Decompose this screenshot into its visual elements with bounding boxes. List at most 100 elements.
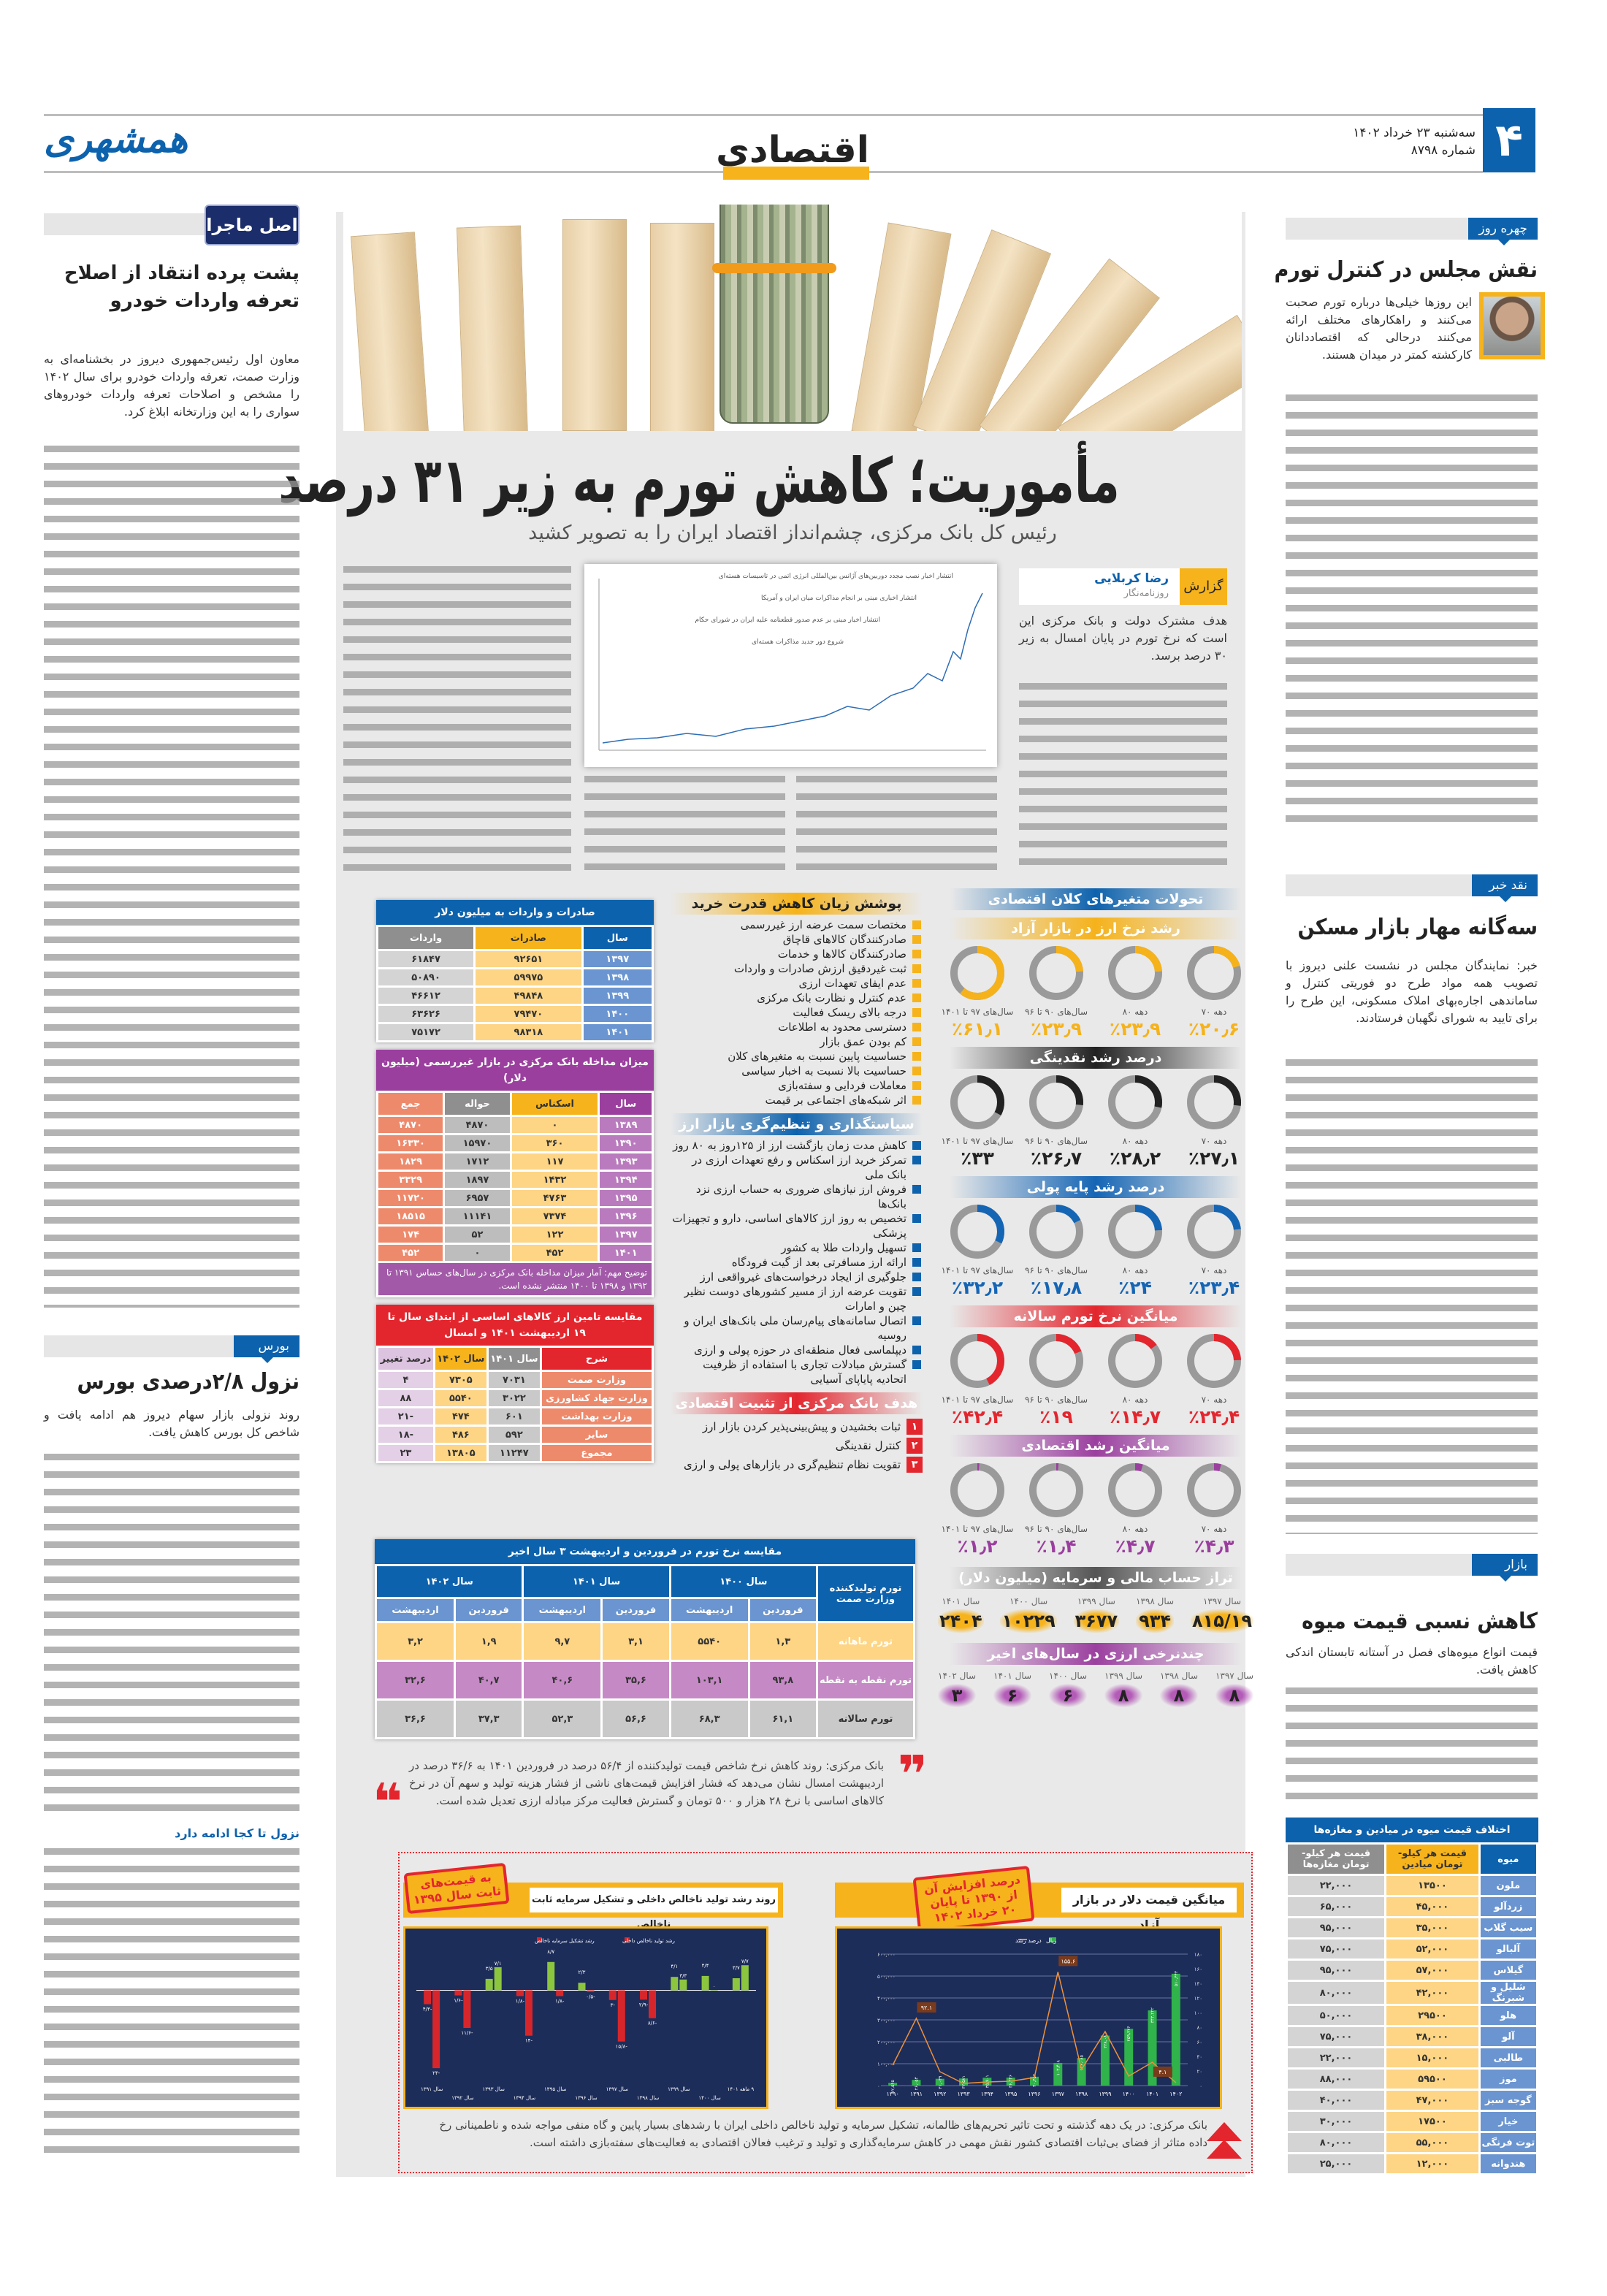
basic-goods-table-card: مقایسه تامین ارز کالاهای اساسی از ابتدای… (376, 1305, 654, 1463)
table-cell: ۳۵,۰۰۰ (1386, 1918, 1478, 1937)
bar-value-label: -۴/۳ (423, 2007, 432, 2013)
year-label: سال ۱۳۹۸ (1136, 1596, 1175, 1606)
table-row: تورم سالانه ۶۱,۱ ۶۸,۳ ۵۶,۶ ۵۲,۳ ۳۷,۳ ۳۶,۶ (377, 1701, 913, 1737)
donut-period-label: سال‌های ۹۰ تا ۹۶ (1024, 1136, 1088, 1146)
donut-track (950, 1463, 1004, 1517)
article-text-stock (44, 1848, 299, 2162)
donut-row: دهه ۷۰ ٪۲۷٫۱ دهه ۸۰ ٪۲۸٫۲ سال‌های ۹۰ تا ۹۶ ٪۲… (935, 1073, 1256, 1169)
fruit-table-card: اختلاف قیمت میوه در میادین و مغازه‌ها می… (1286, 1818, 1538, 2175)
newspaper-logo[interactable]: همشهری (44, 118, 189, 161)
table-cell: ۴۰,۷ (456, 1662, 522, 1698)
section-tab-stock: بورس (44, 1335, 299, 1363)
intervention-table-title: میزان مداخله بانک مرکزی در بازار غیررسمی… (376, 1050, 654, 1091)
bar-value-label: -۰/۵ (586, 1994, 595, 2000)
y-tick-label: ۴۰۰,۰۰۰ (877, 1996, 896, 2002)
donut-period-label: سال‌های ۹۷ تا ۱۴۰۱ (941, 1007, 1014, 1017)
table-header-cell: سال (600, 1093, 652, 1115)
table-cell: ۴۸۷۰ (445, 1117, 510, 1133)
table-header-row: تورم تولیدکننده وزارت صمت سال ۱۴۰۰ سال ۱۴۰… (377, 1566, 913, 1621)
table-cell: ۱۱۲۴۷ (488, 1445, 540, 1461)
bar-dollar-price (1171, 1973, 1180, 2086)
table-row: گوجه سبز ۴۷,۰۰۰ ۴۰,۰۰۰ (1288, 2091, 1536, 2110)
table-row: ۱۳۹۳ ۱۱۷ ۱۷۱۲ ۱۸۲۹ (378, 1153, 652, 1170)
table-cell: توت فرنگی (1480, 2133, 1536, 2152)
table-cell: ۷۳۰۵ (435, 1372, 486, 1388)
main-headline: مأموریت؛ کاهش تورم به زیر ۳۱ درصد (278, 445, 1120, 516)
bar-value-label: ۴۰,۴۵۲ (1032, 2074, 1037, 2087)
legend-label: درصد رشد (1015, 1937, 1042, 1944)
donut-value: ٪۱۷٫۸ (1030, 1277, 1083, 1298)
table-cell: ۱۷۵۰۰ (1386, 2112, 1478, 2131)
donut-item: دهه ۸۰ ٪۲۳٫۹ (1099, 944, 1172, 1040)
donut-fill (1029, 1075, 1083, 1129)
table-cell: ۱۳۹۶ (600, 1208, 652, 1224)
table-cell: ۱۳۸۹ (600, 1117, 652, 1133)
donut-period-label: سال‌های ۹۷ تا ۱۴۰۱ (941, 1136, 1014, 1146)
month-header-row: فروردین اردیبهشت فروردین اردیبهشت فروردین ارد… (377, 1599, 913, 1621)
month-header-cell: اردیبهشت (377, 1599, 454, 1621)
issue-number: شماره ۸۷۹۸ (1411, 143, 1476, 158)
bar-dollar-price (1077, 2058, 1086, 2086)
table-row: هندوانه ۱۲,۰۰۰ ۲۵,۰۰۰ (1288, 2154, 1536, 2173)
inflation-table-title: مقایسه نرخ تورم در فروردین و اردیبهشت ۳ … (375, 1539, 915, 1564)
table-cell: ۵۶,۶ (603, 1701, 669, 1737)
main-article-text (584, 776, 785, 871)
list-item: کم بودن عمق بازار (671, 1034, 923, 1049)
x-tick-label: سال ۱۳۹۳ (483, 2086, 505, 2092)
table-cell: ۰ (511, 1117, 598, 1133)
article-title-housing: سه‌گانه مهار بازار مسکن (1297, 915, 1538, 940)
author-role: روزنامه‌نگار (1123, 588, 1169, 599)
x-tick-label: ۱۳۹۴ (981, 2091, 993, 2097)
table-cell: مجموع (541, 1445, 652, 1461)
table-cell: -۲۱ (378, 1408, 433, 1424)
y-tick-label: ۳۰۰,۰۰۰ (877, 2018, 896, 2024)
article-text-fruit (1286, 1687, 1538, 1808)
byline: گزارش رضا کربلایی روزنامه‌نگار (1019, 568, 1227, 605)
donut-chart (1029, 1205, 1083, 1259)
bar-value-label: -۸/۶ (648, 2021, 657, 2026)
bar-dollar-price (935, 2078, 944, 2086)
balance-item: سال ۱۳۹۸ ۹۳۴ (1136, 1596, 1175, 1633)
bar-capital-formation (710, 1990, 718, 1991)
table-cell: آلو (1480, 2027, 1536, 2046)
year-label: سال ۱۴۰۰ (1009, 1596, 1048, 1606)
table-row: ۱۳۹۹ ۴۹۸۴۸ ۴۶۶۱۲ (378, 988, 652, 1004)
table-cell: ۱۷۴ (378, 1227, 443, 1243)
table-header-row: سال صادرات واردات (378, 927, 652, 949)
month-header-cell: فروردین (749, 1599, 816, 1621)
donut-fill (950, 1334, 1004, 1388)
table-cell: آلبالو (1480, 1940, 1536, 1959)
multirate-header: چندنرخی ارزی در سال‌های اخیر (950, 1643, 1242, 1665)
goal-item: ۱ ثبات بخشیدن و پیش‌بینی‌پذیر کردن بازار … (671, 1417, 923, 1436)
table-header-cell: حواله (445, 1093, 510, 1115)
table-cell: ۶۵,۰۰۰ (1288, 1897, 1385, 1916)
list-item: ثبت غیردقیق ارزش صادرات و واردات (671, 961, 923, 976)
goal-number: ۳ (906, 1457, 923, 1473)
list-item: تمرکز خرید ارز اسکناس و رفع تعهدات ارزی … (671, 1153, 923, 1182)
table-header-cell: شرح (541, 1348, 652, 1370)
bar-value-label: ۷/۱ (495, 1961, 502, 1967)
table-header-cell: سال (583, 927, 652, 949)
donut-period-label: دهه ۷۰ (1201, 1524, 1227, 1534)
section-underline (723, 167, 869, 180)
table-row: توت فرنگی ۵۵,۰۰۰ ۸۰,۰۰۰ (1288, 2133, 1536, 2152)
bar-value-label: ۲۶,۰۵۴ (914, 2077, 919, 2090)
table-row: طالبی ۱۵,۰۰۰ ۲۲,۰۰۰ (1288, 2048, 1536, 2067)
list-item: مختصات سمت عرضه ارز غیررسمی (671, 918, 923, 932)
table-row: آلبالو ۵۲,۰۰۰ ۷۵,۰۰۰ (1288, 1940, 1536, 1959)
donut-period-label: دهه ۸۰ (1122, 1265, 1148, 1275)
year-label: سال ۱۴۰۰ (1049, 1671, 1088, 1681)
donut-row: دهه ۷۰ ٪۲۴٫۴ دهه ۸۰ ٪۱۴٫۷ سال‌های ۹۰ تا ۹۶ ٪۱… (935, 1332, 1256, 1427)
table-cell: ۹۵,۰۰۰ (1288, 1961, 1385, 1980)
tab-label: بازار (1472, 1554, 1538, 1582)
list-item: کاهش مدت زمان بازگشت ارز از ۱۲۵روز به ۸۰… (671, 1138, 923, 1153)
table-cell: ۱۶۳۳۰ (378, 1135, 443, 1151)
goal-number: ۲ (906, 1438, 923, 1454)
dollar-stamp: درصد افزایش آن از ۱۳۹۰ تا پایان ۲۰ خرداد… (912, 1865, 1035, 1934)
month-header-cell: فروردین (603, 1599, 669, 1621)
donut-period-label: دهه ۸۰ (1122, 1136, 1148, 1146)
donut-chart (950, 1205, 1004, 1259)
table-cell: ۶۰۱ (488, 1408, 540, 1424)
table-row: گیلاس ۵۷,۰۰۰ ۹۵,۰۰۰ (1288, 1961, 1536, 1980)
row-label-cell: تورم سالانه (818, 1701, 913, 1737)
